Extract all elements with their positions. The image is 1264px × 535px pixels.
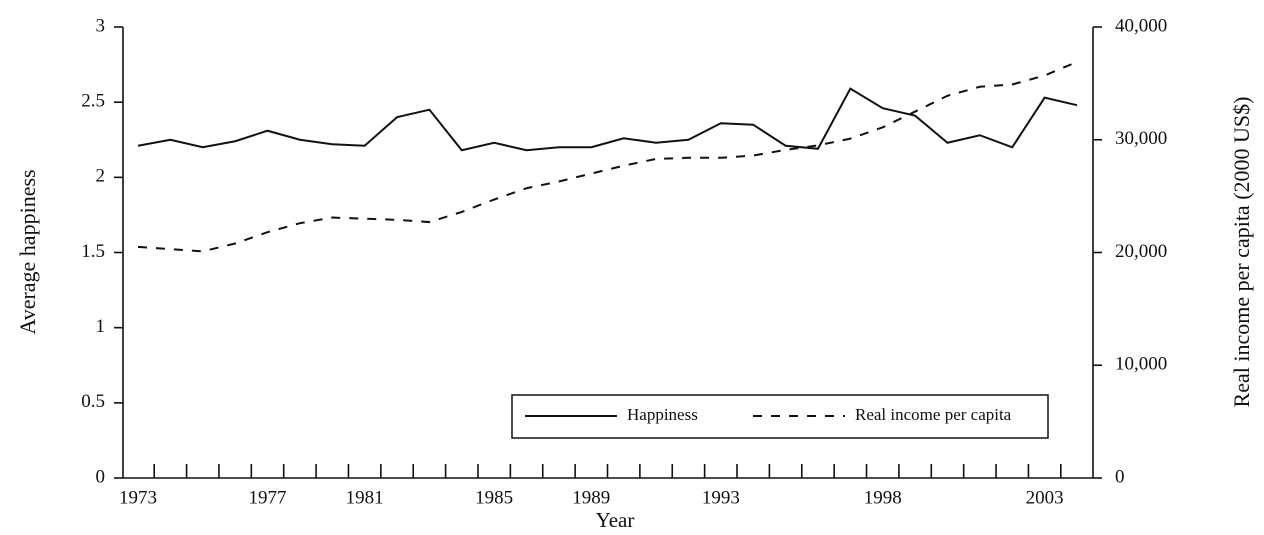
- x-tick-label: 2003: [1026, 487, 1064, 508]
- y-tick-label: 3: [96, 15, 106, 36]
- series-line: [137, 87, 1078, 152]
- x-tick-label: 1985: [475, 487, 513, 508]
- y-tick-label: 2: [96, 166, 106, 187]
- y2-axis-label: Real income per capita (2000 US$): [1229, 97, 1254, 408]
- y-tick-label: 1: [96, 316, 106, 337]
- y-tick-label: 1.5: [81, 241, 105, 262]
- y-axis-label: Average happiness: [15, 169, 40, 334]
- x-tick-label: 1993: [702, 487, 740, 508]
- x-tick-label: 1977: [249, 487, 287, 508]
- series-line: [137, 61, 1078, 253]
- y2-tick-label: 20,000: [1115, 241, 1167, 262]
- x-axis-label: Year: [596, 508, 635, 532]
- y2-tick-label: 0: [1115, 466, 1125, 487]
- x-tick-label: 1998: [864, 487, 902, 508]
- y2-tick-label: 30,000: [1115, 128, 1167, 149]
- y2-tick-label: 40,000: [1115, 15, 1167, 36]
- y-tick-label: 2.5: [81, 91, 105, 112]
- legend-label: Real income per capita: [855, 405, 1012, 424]
- legend-label: Happiness: [627, 405, 698, 424]
- x-tick-label: 1981: [346, 487, 384, 508]
- x-tick-label: 1973: [119, 487, 157, 508]
- y-tick-label: 0: [96, 466, 106, 487]
- y2-tick-label: 10,000: [1115, 354, 1167, 375]
- x-tick-label: 1989: [572, 487, 610, 508]
- y-tick-label: 0.5: [81, 391, 105, 412]
